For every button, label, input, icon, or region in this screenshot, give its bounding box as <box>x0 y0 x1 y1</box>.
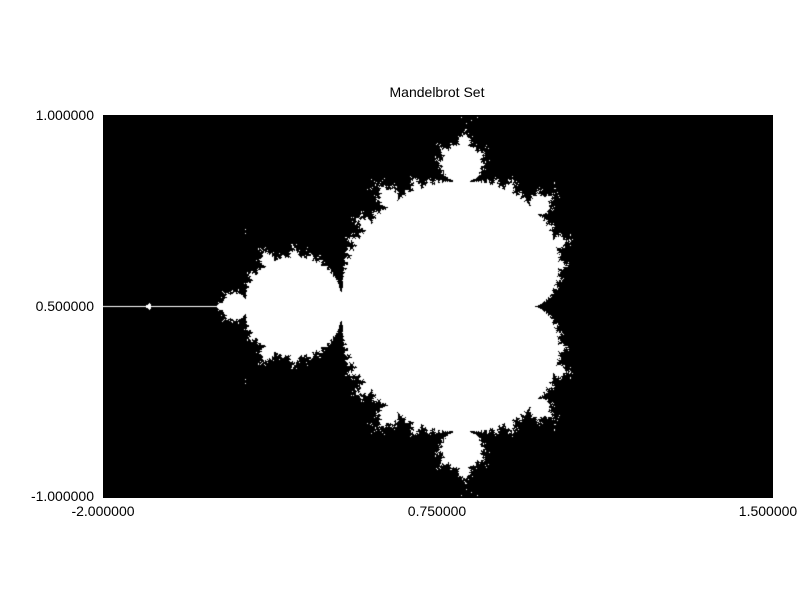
chart-title: Mandelbrot Set <box>390 84 485 100</box>
x-tick-label-right: 1.500000 <box>739 503 798 519</box>
x-tick-label-left: -2.000000 <box>71 503 134 519</box>
x-tick-label-middle: 0.750000 <box>408 503 467 519</box>
mandelbrot-plot-area <box>103 115 773 498</box>
y-tick-label-top: 1.000000 <box>36 107 95 123</box>
y-tick-label-bottom: -1.000000 <box>31 488 94 504</box>
y-tick-label-middle: 0.500000 <box>36 298 95 314</box>
